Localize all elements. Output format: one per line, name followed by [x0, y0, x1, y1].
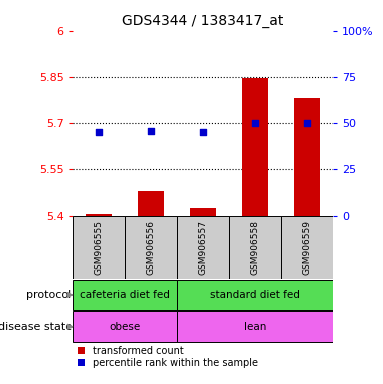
Point	[304, 120, 310, 126]
Bar	[242, 78, 268, 215]
Bar	[73, 280, 177, 310]
Point	[252, 120, 258, 126]
Bar	[229, 215, 281, 279]
Bar	[73, 311, 177, 342]
Text: obese: obese	[109, 322, 141, 332]
Bar	[281, 215, 333, 279]
Text: GSM906558: GSM906558	[250, 220, 260, 275]
Text: cafeteria diet fed: cafeteria diet fed	[80, 290, 170, 300]
Bar	[177, 311, 333, 342]
Text: protocol: protocol	[26, 290, 72, 300]
Bar	[177, 215, 229, 279]
Bar	[125, 215, 177, 279]
Bar	[294, 98, 320, 215]
Point	[96, 129, 102, 136]
Text: GSM906555: GSM906555	[94, 220, 103, 275]
Bar	[177, 280, 333, 310]
Bar	[86, 214, 112, 215]
Bar	[73, 215, 125, 279]
Bar	[190, 208, 216, 215]
Text: GSM906559: GSM906559	[303, 220, 312, 275]
Text: disease state: disease state	[0, 322, 72, 332]
Point	[200, 129, 206, 136]
Text: GSM906557: GSM906557	[198, 220, 208, 275]
Point	[148, 127, 154, 134]
Text: GSM906556: GSM906556	[146, 220, 155, 275]
Legend: transformed count, percentile rank within the sample: transformed count, percentile rank withi…	[78, 346, 258, 367]
Text: lean: lean	[244, 322, 266, 332]
Bar	[138, 191, 164, 215]
Title: GDS4344 / 1383417_at: GDS4344 / 1383417_at	[122, 14, 284, 28]
Text: standard diet fed: standard diet fed	[210, 290, 300, 300]
